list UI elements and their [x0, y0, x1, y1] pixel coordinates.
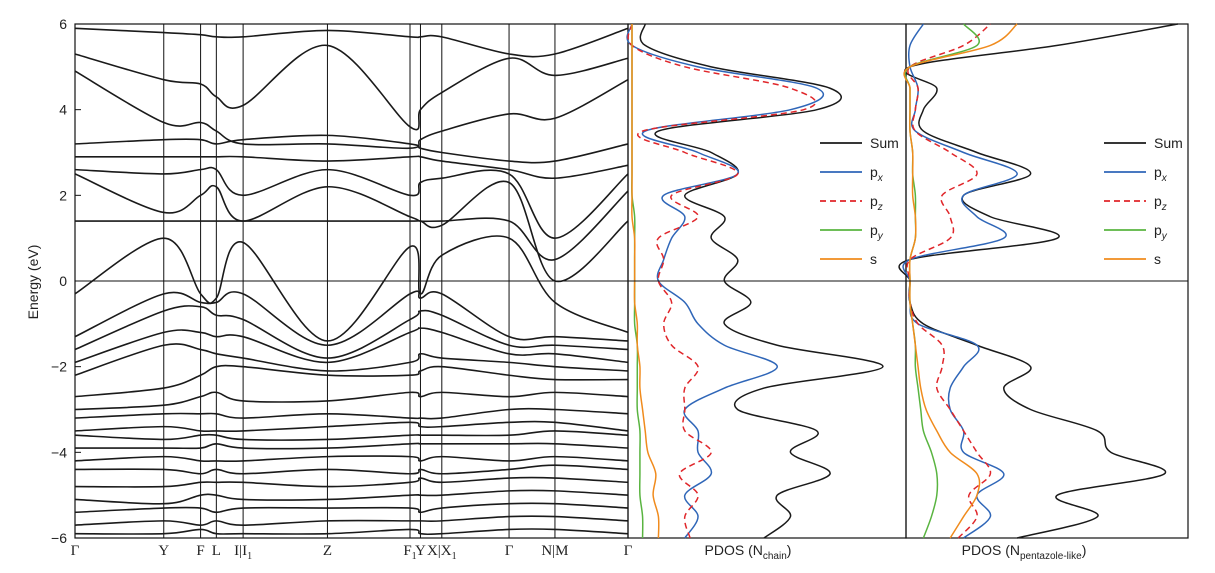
- kpoint-label: F: [196, 543, 204, 559]
- legend-label: s: [1154, 251, 1161, 267]
- y-tick-label: −4: [51, 444, 67, 460]
- kpoint-label: I|I1: [234, 543, 252, 562]
- kpoint-label: Γ: [505, 543, 514, 559]
- band-line: [75, 442, 629, 450]
- legend-label: s: [870, 251, 877, 267]
- band-line: [74, 290, 629, 347]
- band-line: [74, 173, 629, 261]
- legend-label: Sum: [1154, 135, 1183, 151]
- band-line: [74, 166, 629, 239]
- kpoint-label: Γ: [624, 543, 633, 559]
- band-line: [75, 180, 629, 283]
- y-tick-label: −6: [51, 530, 67, 546]
- band-line: [74, 235, 629, 342]
- band-line: [74, 502, 629, 514]
- pdos-series-Sum: [898, 23, 1179, 539]
- band-line: [74, 27, 629, 58]
- band-line: [74, 407, 629, 420]
- legend-label: pz: [1154, 193, 1167, 213]
- pdos-series-Sum: [639, 23, 884, 539]
- pdos-series-pz: [627, 23, 817, 539]
- band-line: [74, 327, 629, 364]
- band-line: [74, 464, 629, 475]
- y-tick-label: 6: [59, 16, 67, 32]
- kpoint-label: N|M: [541, 543, 568, 559]
- band-line: [74, 391, 629, 411]
- band-line: [74, 489, 629, 505]
- band-line: [74, 515, 629, 526]
- band-line: [74, 70, 629, 150]
- band-line: [74, 134, 629, 164]
- y-tick-label: 4: [59, 102, 67, 118]
- y-tick-label: 0: [59, 273, 67, 289]
- legend-label: pz: [870, 193, 883, 213]
- legend-label: Sum: [870, 135, 899, 151]
- pdos-title: PDOS (Npentazole-like): [962, 542, 1087, 562]
- pdos-series-px: [626, 23, 825, 539]
- band-line: [74, 305, 629, 359]
- band-line: [74, 420, 629, 433]
- y-axis-label: Energy (eV): [25, 245, 41, 320]
- band-line: [74, 430, 629, 441]
- legend-label: py: [870, 222, 884, 242]
- band-line: [74, 476, 629, 488]
- kpoint-label: X|X1: [427, 543, 457, 562]
- y-tick-label: 2: [59, 187, 67, 203]
- band-line: [74, 155, 629, 180]
- legend-label: px: [1154, 164, 1168, 184]
- band-line: [74, 343, 629, 376]
- legend-label: py: [1154, 222, 1168, 242]
- y-tick-label: −2: [51, 359, 67, 375]
- legend-label: px: [870, 164, 884, 184]
- kpoint-label: L: [212, 543, 221, 559]
- band-line: [74, 44, 629, 131]
- kpoint-label: Y: [158, 543, 169, 559]
- kpoint-label: Z: [323, 543, 332, 559]
- pdos-pentazole-panel: Sum px pz py s PDOS (Npentazole-like): [898, 23, 1189, 562]
- band-line: [74, 455, 629, 463]
- band-line: [74, 528, 629, 536]
- kpoint-label: Γ: [71, 543, 80, 559]
- pdos-chain-panel: Sum px pz py s PDOS (Nchain): [626, 23, 907, 562]
- pdos-title: PDOS (Nchain): [705, 542, 792, 562]
- kpoint-label: Y: [415, 543, 426, 559]
- band-line: [74, 364, 629, 398]
